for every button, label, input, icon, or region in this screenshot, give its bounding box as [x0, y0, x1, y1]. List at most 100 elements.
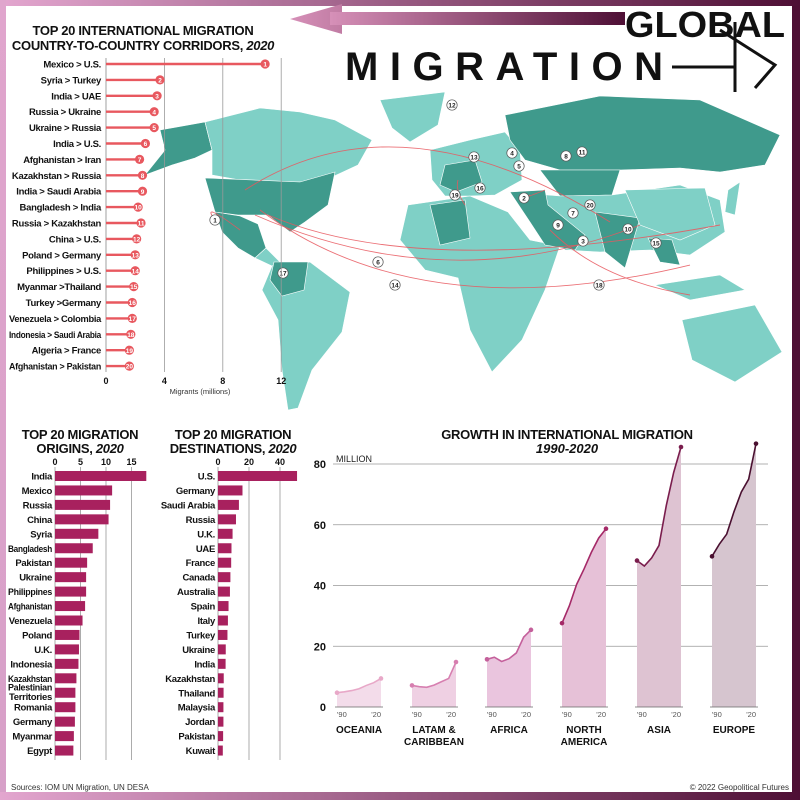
- origins-bar: [55, 499, 111, 510]
- corridor-label: India > Saudi Arabia: [16, 187, 102, 198]
- map-corridor-number: 6: [376, 260, 380, 267]
- origins-label: Syria: [30, 529, 53, 540]
- destinations-bar: [218, 514, 236, 525]
- origins-bar: [55, 528, 99, 539]
- destinations-bar: [218, 731, 224, 742]
- map-corridor-marker: [576, 146, 588, 158]
- map-corridor-marker: [277, 267, 289, 279]
- origins-label: Kazakhstan: [8, 674, 52, 685]
- corridor-label: Poland > Germany: [22, 250, 102, 261]
- growth-region-label: NORTH: [566, 725, 602, 736]
- corridor-label: Philippines > U.S.: [26, 266, 101, 277]
- map-corridor-number: 10: [624, 227, 632, 234]
- map-corridor-number: 12: [448, 103, 456, 110]
- map-corridor-number: 13: [470, 155, 478, 162]
- corridor-label: Russia > Kazakhstan: [12, 219, 102, 230]
- origins-bar: [55, 629, 80, 640]
- corridor-rank-badge: [130, 250, 140, 260]
- destinations-label: U.K.: [197, 529, 215, 540]
- map-china: [624, 187, 716, 241]
- title-arrow-bar: [330, 12, 625, 25]
- header: GLOBAL MIGRATION: [290, 4, 785, 92]
- destinations-bar: [218, 543, 232, 554]
- map-canada: [204, 107, 373, 183]
- growth-x-tick-label: '20: [671, 710, 681, 719]
- destinations-bar: [218, 673, 224, 684]
- destinations-label: Kazakhstan: [165, 674, 215, 685]
- map-indonesia: [653, 274, 746, 301]
- title-global: GLOBAL: [625, 4, 785, 45]
- origins-bar: [55, 572, 87, 583]
- destinations-bar: [218, 658, 226, 669]
- destinations-bar: [218, 644, 226, 655]
- corridor-rank-badge: [260, 59, 270, 69]
- growth-title: GROWTH IN INTERNATIONAL MIGRATION: [441, 427, 693, 442]
- corridor-rank-number: 3: [155, 93, 159, 100]
- origins-label: Indonesia: [10, 659, 53, 670]
- destinations-bar: [218, 629, 228, 640]
- origins-label: Mexico: [22, 486, 53, 497]
- destinations-label: Thailand: [178, 688, 215, 699]
- corridor-rank-number: 18: [127, 332, 135, 339]
- corridor-tick-label: 0: [103, 376, 108, 386]
- destinations-label: Ukraine: [182, 645, 215, 656]
- destinations-bar: [218, 716, 224, 727]
- origins-label: Myanmar: [12, 732, 52, 743]
- origins-bar: [55, 615, 83, 626]
- corridor-rank-badge: [137, 186, 148, 196]
- origins-bar: [55, 644, 79, 655]
- corridor-label: Bangladesh > India: [20, 203, 102, 214]
- map-algeria: [429, 199, 471, 246]
- destinations-tick-label: 0: [215, 457, 220, 467]
- corridor-rank-number: 4: [152, 109, 156, 116]
- corridor-label: Turkey >Germany: [26, 298, 102, 309]
- map-corridor-marker: [518, 192, 530, 204]
- corridor-rank-number: 15: [130, 284, 138, 291]
- map-corridor-number: 5: [517, 164, 521, 171]
- corridor-rank-number: 6: [144, 141, 148, 148]
- growth-area: [412, 662, 456, 707]
- origins-bar: [55, 543, 93, 554]
- origins-bar: [55, 601, 86, 612]
- destinations-label: Jordan: [185, 717, 215, 728]
- corridor-label: Indonesia > Saudi Arabia: [9, 330, 102, 341]
- destinations-label: India: [194, 659, 216, 670]
- corridor-rank-badge: [130, 266, 140, 276]
- origins-bar: [55, 471, 147, 481]
- map-australia: [681, 304, 783, 383]
- corridor-label: India > UAE: [51, 91, 101, 102]
- corridor-label: Ukraine > Russia: [29, 123, 102, 134]
- map-corridor-number: 2: [522, 196, 526, 203]
- map-corridor-marker: [372, 256, 384, 268]
- growth-x-tick-label: '20: [371, 710, 381, 719]
- origins-label: Poland: [22, 630, 52, 641]
- destinations-bar: [218, 601, 229, 612]
- map-corridor-number: 18: [595, 283, 603, 290]
- corridor-rank-number: 8: [141, 173, 145, 180]
- corridor-arc: [254, 214, 641, 261]
- growth-y-tick-label: 20: [314, 641, 326, 653]
- origins-title-year: 2020: [95, 441, 125, 456]
- destinations-label: France: [186, 558, 215, 569]
- growth-x-tick-label: '90: [337, 710, 347, 719]
- map-corridor-marker: [449, 189, 461, 201]
- map-corridor-marker: [209, 214, 221, 226]
- growth-y-tick-label: 40: [314, 581, 326, 593]
- origins-label: China: [27, 515, 53, 526]
- origins-label: Ukraine: [19, 573, 52, 584]
- map-corridor-number: 7: [571, 211, 575, 218]
- map-corridor-number: 9: [556, 223, 560, 230]
- origins-label: Bangladesh: [8, 544, 52, 555]
- growth-x-tick-label: '90: [562, 710, 572, 719]
- destinations-label: UAE: [196, 544, 215, 555]
- destinations-label: Italy: [197, 616, 216, 627]
- map-corridor-marker: [468, 151, 480, 163]
- destinations-title-text: DESTINATIONS,: [170, 441, 266, 456]
- corridor-rank-number: 5: [152, 125, 156, 132]
- corridor-rank-number: 12: [133, 237, 141, 244]
- map-corridor-marker: [513, 160, 525, 172]
- origins-bar: [55, 745, 74, 756]
- growth-x-tick-label: '90: [712, 710, 722, 719]
- growth-area: [712, 443, 756, 707]
- corridor-tick-label: 4: [162, 376, 167, 386]
